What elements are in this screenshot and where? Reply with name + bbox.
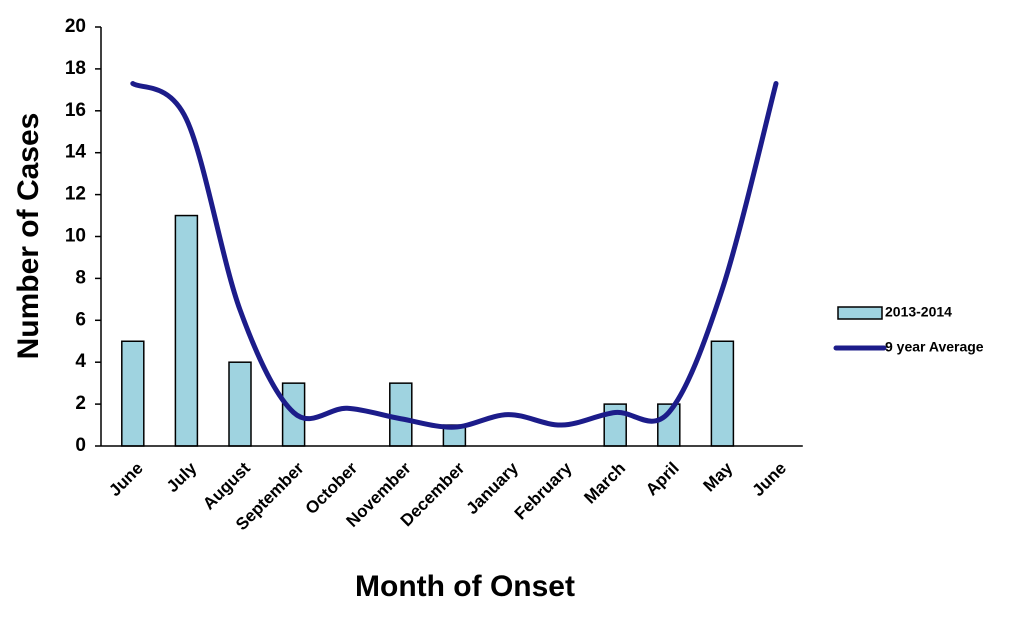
legend-label: 2013-2014 [885, 304, 952, 320]
x-tick-label: July [163, 458, 201, 496]
bar [228, 361, 252, 447]
y-tick-label: 18 [65, 58, 86, 79]
y-tick-label: 4 [75, 351, 86, 372]
y-tick-label: 8 [75, 267, 86, 288]
x-tick-label: February [511, 458, 576, 523]
y-tick-label: 2 [75, 393, 86, 414]
x-tick-label: August [199, 458, 254, 513]
y-tick-label: 20 [65, 16, 86, 37]
y-tick-label: 6 [75, 309, 86, 330]
bar [121, 340, 145, 447]
y-tick-label: 12 [65, 184, 86, 205]
y-tick-label: 10 [65, 226, 86, 247]
x-tick-label: April [642, 459, 683, 500]
y-tick-label: 16 [65, 100, 86, 121]
x-axis-title: Month of Onset [355, 570, 575, 603]
x-tick-label: June [749, 459, 790, 500]
x-tick-label: May [700, 458, 737, 495]
y-tick-label: 0 [75, 435, 86, 456]
y-axis-title: Number of Cases [12, 113, 45, 360]
legend-swatch [837, 306, 883, 320]
x-tick-label: March [580, 459, 629, 508]
y-tick-label: 14 [65, 142, 87, 163]
x-tick-label: June [105, 459, 146, 500]
average-line [130, 81, 779, 430]
legend-label: 9 year Average [885, 339, 984, 355]
bar [389, 382, 413, 447]
bar [174, 214, 199, 447]
bar [710, 340, 735, 447]
